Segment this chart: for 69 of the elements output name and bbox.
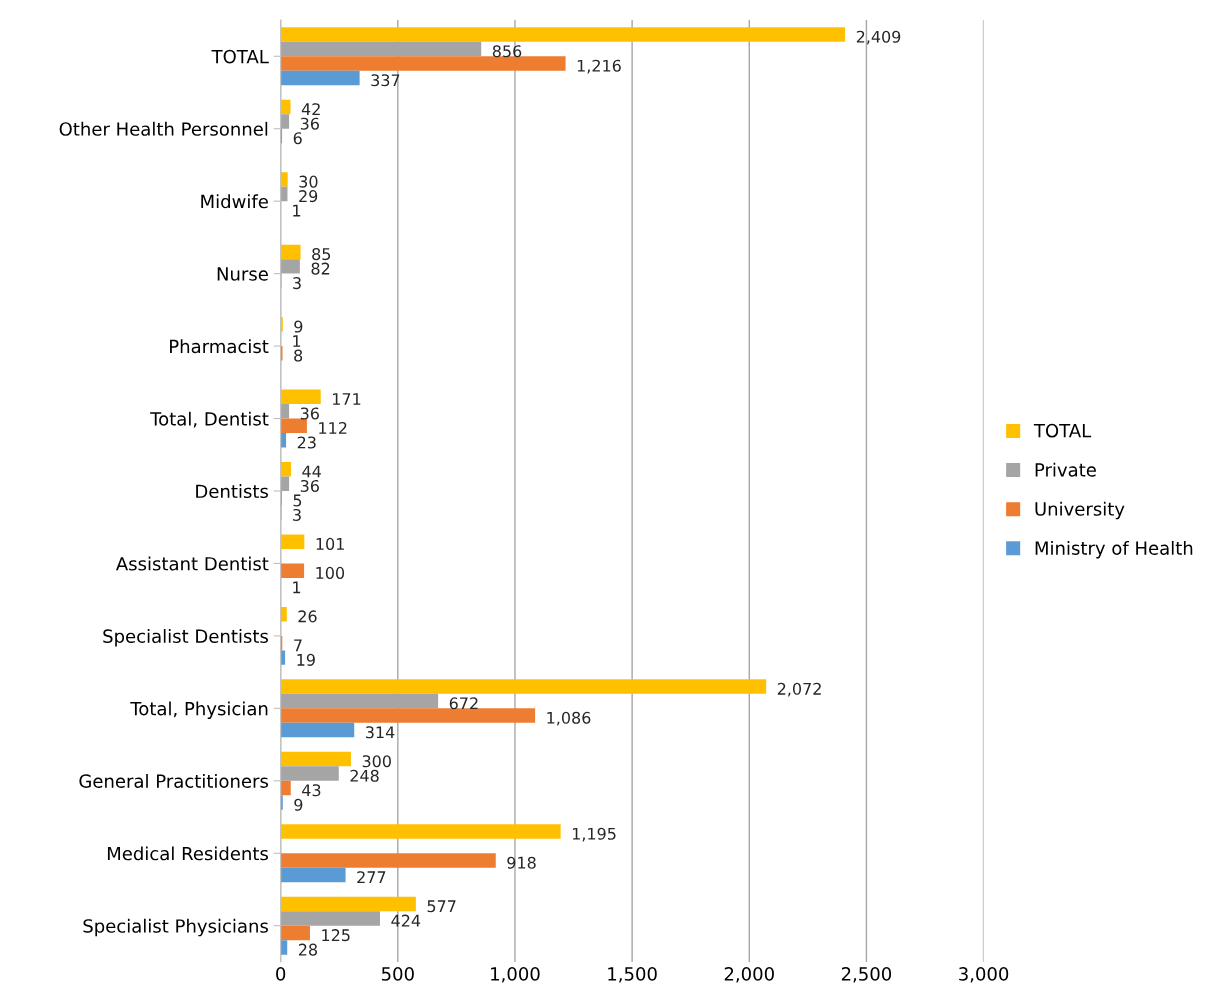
data-label: 100 [316, 566, 345, 579]
data-label: 314 [366, 726, 395, 739]
data-label: 6 [293, 132, 302, 145]
data-label: 1 [293, 581, 301, 594]
y-tick-label: Total, Dentist [150, 411, 269, 428]
data-label: 42 [301, 103, 320, 116]
data-label: 248 [350, 769, 379, 782]
y-tick-label: Dentists [196, 484, 268, 499]
data-label: 28 [298, 943, 317, 956]
data-label: 43 [302, 784, 321, 797]
data-label: 3 [293, 277, 301, 290]
data-label: 1,216 [577, 59, 621, 74]
data-label: 424 [391, 914, 421, 927]
x-tick-label: 500 [381, 967, 414, 981]
legend-label: TOTAL [1033, 423, 1092, 438]
data-label: 29 [299, 190, 318, 203]
data-label: 85 [312, 248, 331, 261]
legend-label: Ministry of Health [1035, 540, 1193, 559]
y-tick-label: Nurse [217, 267, 268, 281]
x-tick-label: 2,500 [841, 967, 892, 983]
data-label: 672 [449, 697, 478, 710]
y-tick-label: Specialist Physicians [83, 918, 268, 937]
data-label: 26 [298, 610, 317, 623]
data-label: 3 [293, 508, 301, 521]
data-label: 19 [297, 653, 315, 666]
data-label: 8 [294, 349, 303, 362]
data-label: 5 [293, 494, 302, 507]
x-tick-label: 1,500 [608, 967, 657, 983]
y-tick-label: Medical Residents [107, 846, 268, 861]
data-label: 101 [316, 537, 344, 550]
data-label: 1,086 [547, 711, 591, 726]
data-label: 300 [362, 755, 391, 768]
data-label: 171 [333, 393, 361, 405]
data-label: 856 [492, 45, 522, 58]
data-label: 918 [507, 856, 536, 869]
y-tick-label: TOTAL [211, 49, 269, 64]
data-label: 2,072 [777, 682, 821, 697]
data-label: 82 [311, 262, 330, 275]
data-label: 1 [293, 204, 301, 217]
data-label: 337 [371, 74, 400, 87]
data-label: 30 [299, 175, 318, 188]
data-label: 1 [293, 335, 301, 347]
y-tick-label: General Practitioners [79, 773, 268, 788]
data-label: 112 [319, 421, 347, 434]
data-label: 125 [322, 929, 350, 942]
y-tick-label: Midwife [201, 194, 268, 209]
data-label: 9 [294, 320, 303, 333]
x-tick-label: 1,000 [491, 967, 540, 983]
data-label: 36 [300, 407, 319, 420]
x-tick-label: 0 [276, 967, 286, 981]
data-label: 7 [294, 639, 302, 652]
y-tick-label: Other Health Personnel [59, 121, 268, 136]
legend-label: University [1035, 501, 1125, 520]
y-tick-label: Specialist Dentists [103, 629, 268, 647]
data-label: 44 [302, 465, 321, 478]
data-label: 36 [300, 117, 319, 130]
x-tick-label: 2,000 [724, 967, 774, 983]
y-tick-label: Total, Physician [130, 701, 268, 719]
y-tick-label: Assistant Dentist [115, 556, 269, 571]
data-label: 277 [357, 871, 386, 884]
y-tick-label: Pharmacist [170, 339, 269, 354]
data-label: 36 [300, 479, 319, 492]
data-label: 2,409 [856, 30, 901, 45]
data-label: 577 [427, 900, 456, 913]
data-label: 1,195 [572, 827, 616, 842]
data-label: 23 [297, 436, 316, 449]
data-label: 9 [294, 798, 303, 811]
legend-label: Private [1035, 462, 1096, 477]
x-tick-label: 3,000 [959, 967, 1009, 983]
